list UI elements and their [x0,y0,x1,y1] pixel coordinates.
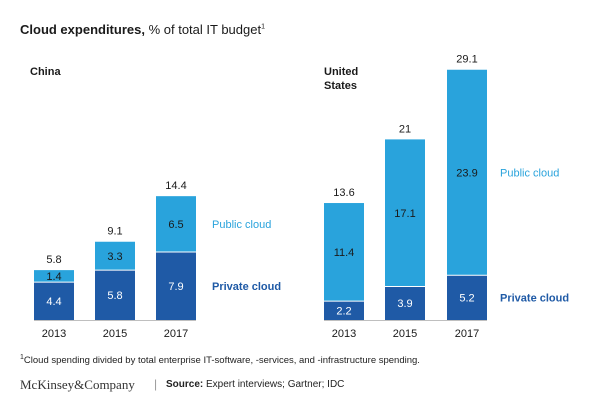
category-label-china-2017: 2017 [164,328,188,340]
total-label-us-2017: 29.1 [456,54,477,66]
footnote: 1Cloud spending divided by total enterpr… [20,354,420,366]
value-label-public-china-2013: 1.4 [46,271,61,283]
value-label-private-china-2013: 4.4 [46,296,61,308]
total-label-us-2013: 13.6 [333,187,354,199]
source-label: Source: [166,379,204,390]
category-label-china-2013: 2013 [42,328,66,340]
chart-title-main: Cloud expenditures, [20,22,145,37]
footer-separator: | [154,377,158,391]
category-label-us-2013: 2013 [332,328,356,340]
source-text: Expert interviews; Gartner; IDC [203,379,345,390]
value-label-private-china-2015: 5.8 [107,290,122,302]
panel-label-us-0: United [324,66,358,78]
value-label-private-us-2017: 5.2 [459,293,474,305]
value-label-public-us-2017: 23.9 [456,168,477,180]
brand-logo: McKinsey&Company [20,377,135,392]
panel-label-china-0: China [30,66,61,78]
legend-public-china: Public cloud [212,219,271,231]
source-note: Source: Expert interviews; Gartner; IDC [166,379,344,390]
bar-private-us-2013 [324,301,364,320]
bar-private-china-2017 [156,252,196,320]
footnote-marker: 1 [20,354,24,361]
value-label-public-china-2017: 6.5 [168,219,183,231]
panel-label-us-1: States [324,80,357,92]
category-label-us-2015: 2015 [393,328,417,340]
chart-title-sub: % of total IT budget [144,22,262,37]
footnote-text: Cloud spending divided by total enterpri… [23,355,420,367]
bar-public-china-2015 [95,241,135,271]
total-label-us-2015: 21 [399,123,411,135]
chart-title: Cloud expenditures, % of total IT budget… [20,22,265,37]
value-label-public-us-2013: 11.4 [334,247,355,259]
value-label-public-china-2015: 3.3 [107,251,122,263]
bar-private-us-2017 [447,275,487,320]
total-label-china-2015: 9.1 [107,226,122,238]
value-label-public-us-2015: 17.1 [394,208,415,220]
bar-public-us-2015 [385,139,425,287]
legend-private-china: Private cloud [212,281,281,293]
chart-title-footnote-marker: 1 [261,23,265,31]
total-label-china-2013: 5.8 [46,254,61,266]
bar-public-china-2017 [156,196,196,253]
category-label-us-2017: 2017 [455,328,479,340]
bar-public-us-2017 [447,69,487,276]
legend-public-us: Public cloud [500,168,559,180]
value-label-private-us-2015: 3.9 [397,298,412,310]
category-label-china-2015: 2015 [103,328,127,340]
bar-private-us-2015 [385,286,425,320]
value-label-private-china-2017: 7.9 [168,281,183,293]
bar-private-china-2013 [34,282,74,320]
value-label-private-us-2013: 2.2 [336,306,351,318]
bar-private-china-2015 [95,270,135,320]
legend-private-us: Private cloud [500,293,569,305]
bar-public-china-2013 [34,270,74,283]
bar-public-us-2013 [324,203,364,302]
total-label-china-2017: 14.4 [165,180,186,192]
